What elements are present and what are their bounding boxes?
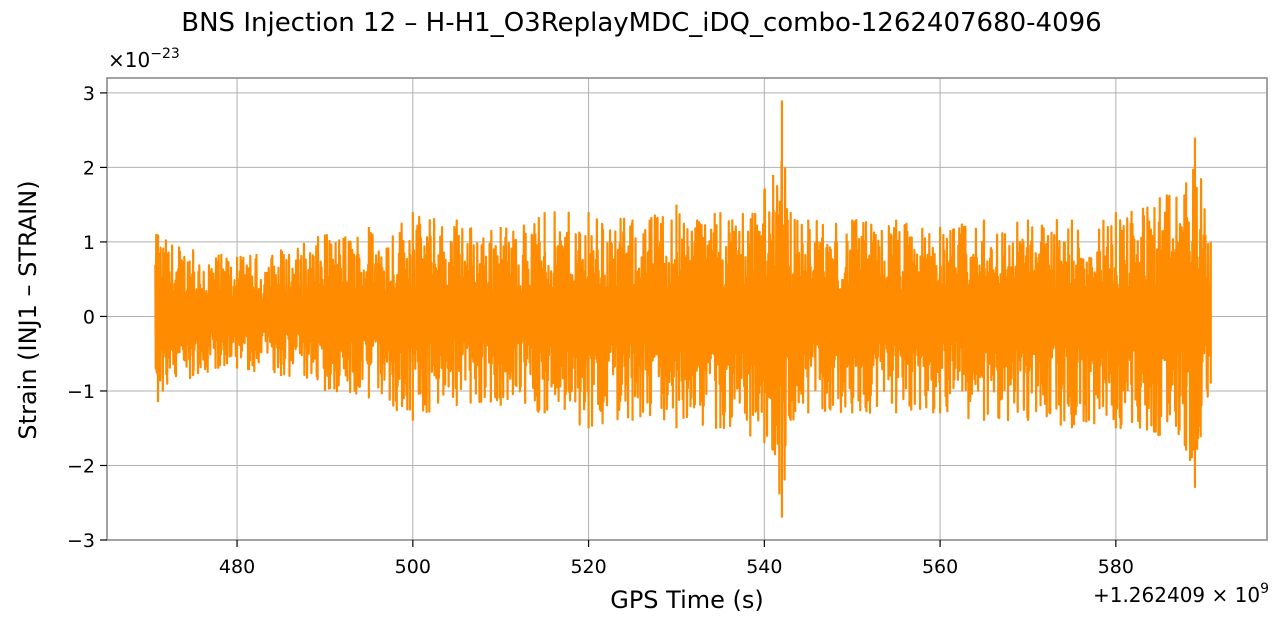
y-tick-label: 0: [83, 306, 95, 328]
x-tick-label: 520: [570, 556, 606, 578]
strain-series-line: [154, 100, 1212, 518]
y-scale-factor: ×10−23: [108, 46, 180, 72]
x-tick-label: 480: [219, 556, 255, 578]
y-tick-label: −2: [67, 455, 95, 477]
chart-title: BNS Injection 12 – H-H1_O3ReplayMDC_iDQ_…: [181, 8, 1102, 38]
y-tick-label: −1: [67, 381, 95, 403]
x-tick-label: 540: [746, 556, 782, 578]
x-axis-label: GPS Time (s): [610, 586, 764, 614]
plot-frame: [106, 77, 1268, 541]
x-tick-label: 580: [1098, 556, 1134, 578]
y-tick-label: −3: [67, 530, 95, 552]
x-tick-label: 560: [922, 556, 958, 578]
y-axis-label: Strain (INJ1 – STRAIN): [14, 180, 42, 440]
x-axis-ticks: 480 500 520 540 560 580: [219, 540, 1134, 578]
series-group: [154, 100, 1212, 518]
y-tick-label: 1: [83, 232, 95, 254]
x-tick-label: 500: [395, 556, 431, 578]
y-tick-label: 3: [83, 83, 95, 105]
x-offset-label: +1.262409 × 109: [1092, 581, 1269, 607]
y-tick-label: 2: [83, 157, 95, 179]
y-axis-ticks: 3 2 1 0 −1 −2 −3: [67, 83, 107, 552]
